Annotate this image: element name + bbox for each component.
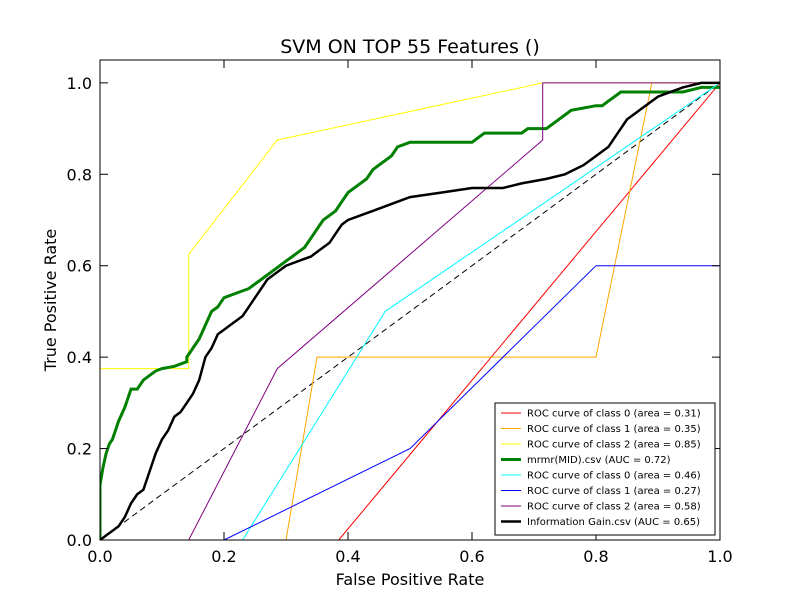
legend: ROC curve of class 0 (area = 0.31) ROC cu…: [494, 402, 716, 536]
legend-entry-label: ROC curve of class 0 (area = 0.46): [527, 471, 701, 482]
plot-area: [100, 81, 720, 540]
series-line-6: [100, 82, 720, 540]
series-line-4: [100, 82, 720, 540]
y-tick-label: 0.6: [67, 257, 92, 276]
legend-box: [494, 402, 716, 536]
legend-entry-label: ROC curve of class 1 (area = 0.35): [527, 424, 701, 435]
series-line-7: [100, 81, 720, 540]
legend-entry-label: ROC curve of class 1 (area = 0.27): [527, 486, 701, 497]
legend-entry-label: mrmr(MID).csv (AUC = 0.72): [527, 455, 671, 466]
y-tick-label: 0.2: [67, 440, 92, 459]
axis-ticks: 0.0 0.2 0.4 0.6 0.8 1.0 0.0 0.2 0.4 0.6 0.8 1.0: [67, 60, 733, 566]
y-tick-label: 0.4: [67, 348, 92, 367]
series-line-5: [100, 82, 720, 540]
x-tick-label: 0.8: [583, 547, 608, 566]
y-tick-label: 0.8: [67, 165, 92, 184]
legend-entry-label: Information Gain.csv (AUC = 0.65): [527, 517, 700, 528]
series-line-3: [100, 85, 720, 540]
y-tick-label: 1.0: [67, 74, 92, 93]
legend-entry-label: ROC curve of class 2 (area = 0.85): [527, 440, 701, 451]
x-tick-label: 0.0: [87, 547, 112, 566]
x-tick-label: 1.0: [707, 547, 732, 566]
x-tick-label: 0.6: [459, 547, 484, 566]
legend-entry-label: ROC curve of class 0 (area = 0.31): [527, 409, 701, 420]
plot-frame: [99, 59, 721, 541]
y-axis-label: True Positive Rate: [41, 229, 60, 373]
y-tick-label: 0.0: [67, 531, 92, 550]
chart-title: SVM ON TOP 55 Features (): [280, 36, 540, 58]
x-axis-label: False Positive Rate: [336, 570, 485, 589]
chance-diagonal-line: [100, 82, 720, 540]
x-tick-label: 0.4: [335, 547, 360, 566]
x-tick-label: 0.2: [211, 547, 236, 566]
legend-entry-label: ROC curve of class 2 (area = 0.58): [527, 502, 701, 513]
series-line-0: [100, 82, 720, 540]
